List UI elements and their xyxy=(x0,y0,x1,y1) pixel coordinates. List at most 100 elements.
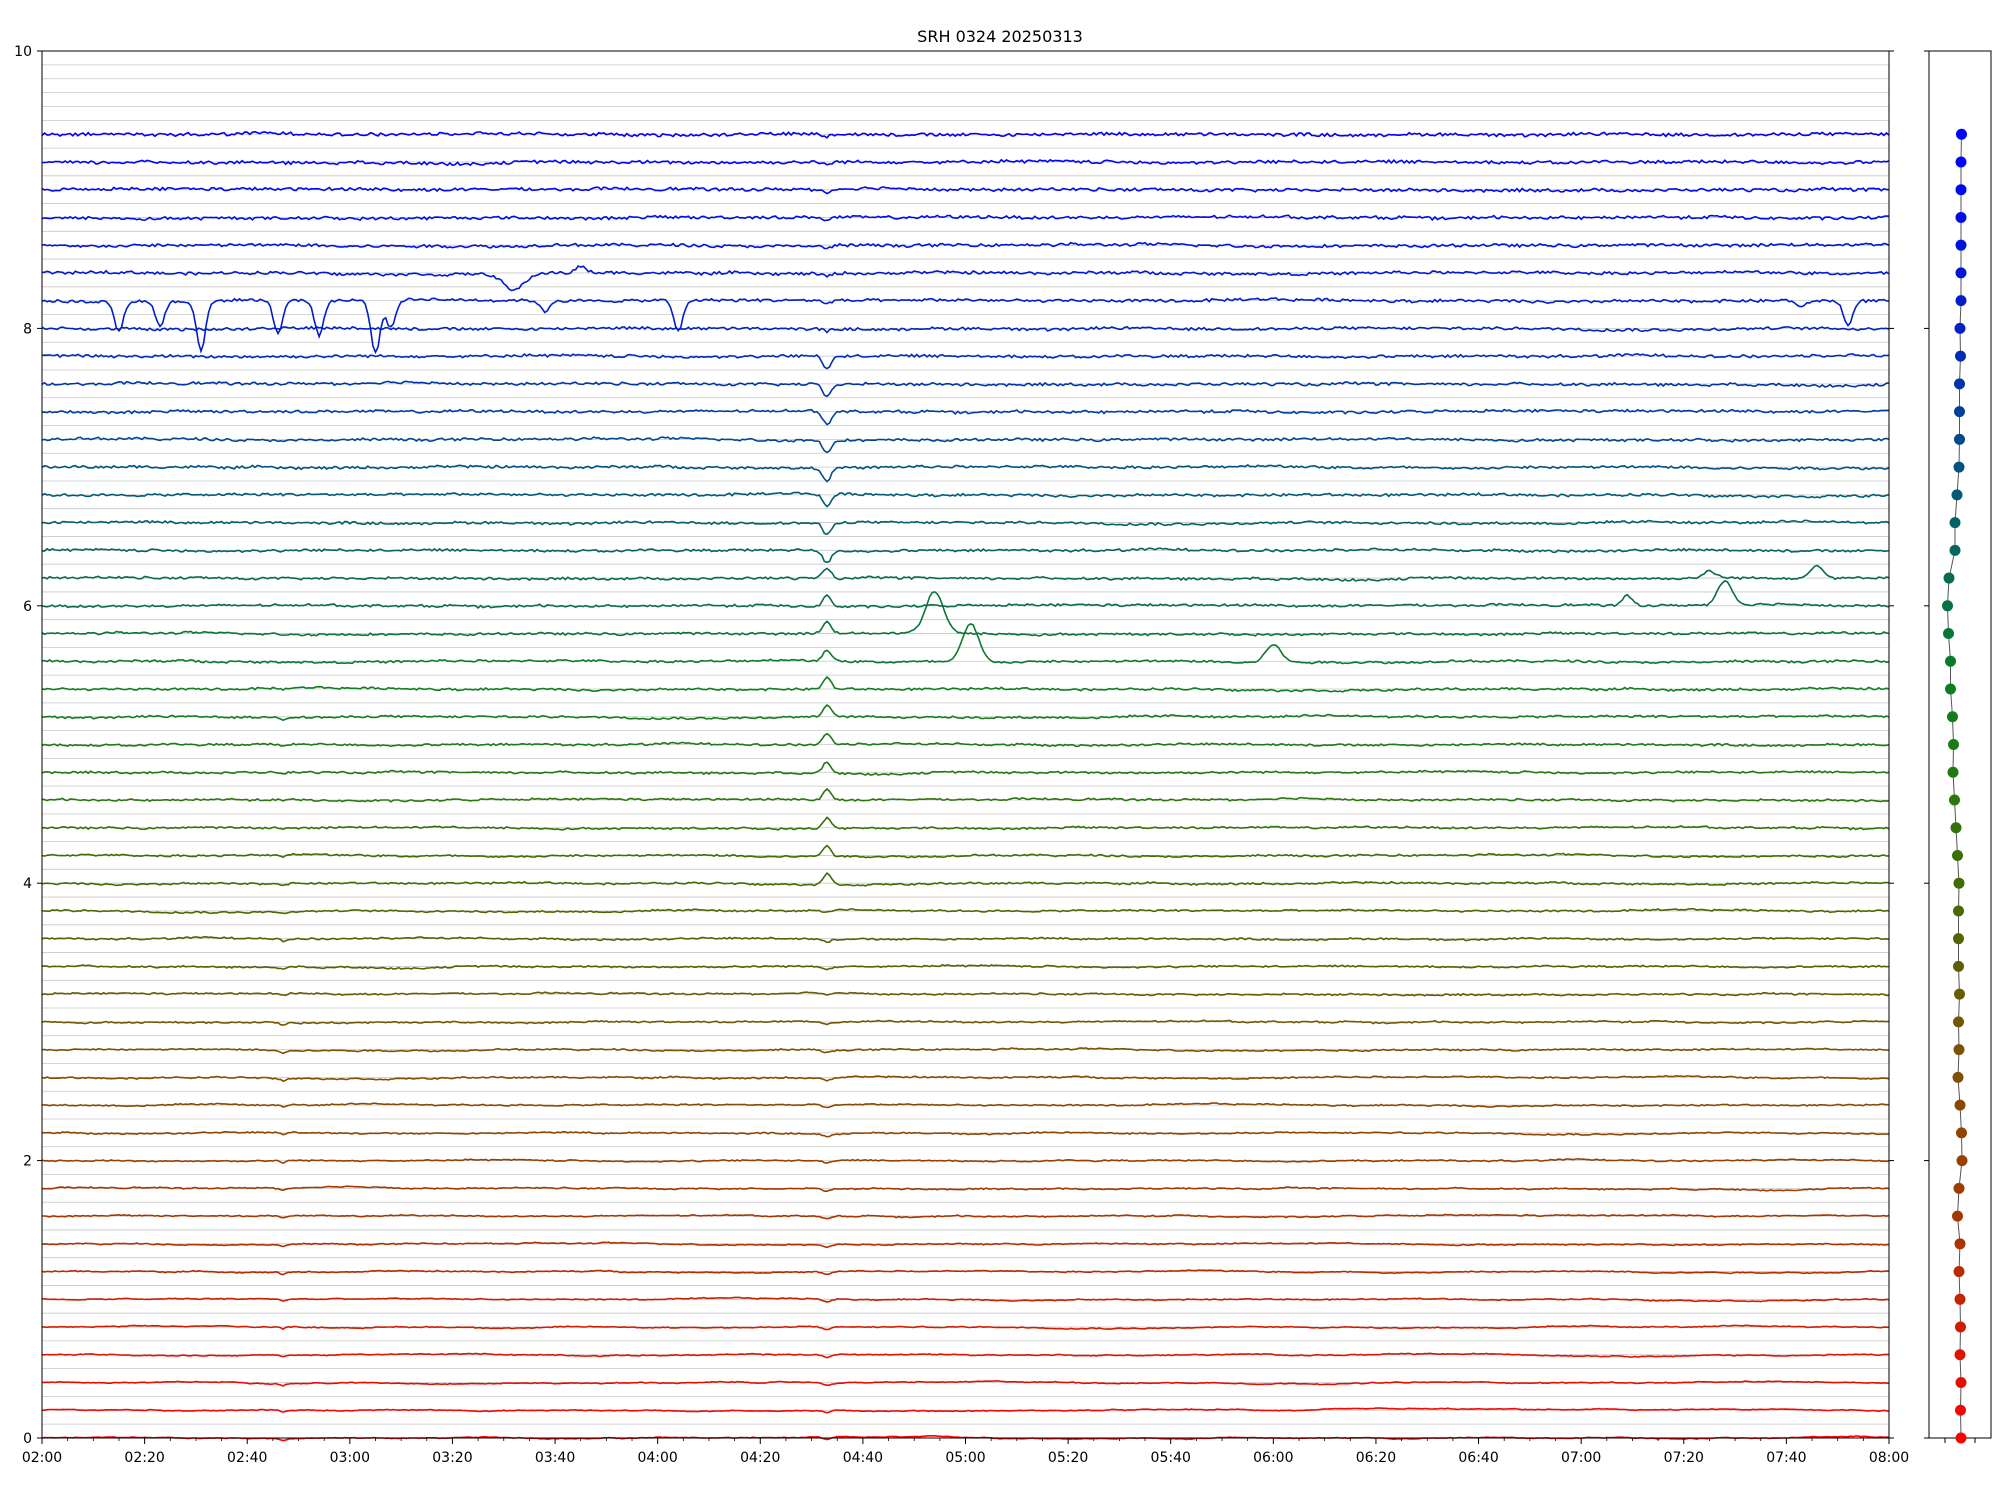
side-point xyxy=(1955,295,1967,307)
trace-group xyxy=(41,130,1890,1442)
trace-line xyxy=(41,325,1890,334)
trace-line xyxy=(41,241,1890,250)
side-point xyxy=(1949,517,1961,529)
x-tick-label: 05:00 xyxy=(945,1450,985,1466)
trace-line xyxy=(41,186,1890,195)
trace-line xyxy=(41,158,1890,167)
trace-line xyxy=(41,547,1890,564)
trace-line xyxy=(41,1185,1890,1192)
side-point xyxy=(1955,156,1967,168)
side-point xyxy=(1951,489,1963,501)
trace-line xyxy=(41,732,1890,748)
trace-line xyxy=(41,265,1890,292)
y-tick-label: 2 xyxy=(23,1154,32,1170)
side-point xyxy=(1954,1238,1966,1250)
side-point xyxy=(1954,406,1965,418)
trace-line xyxy=(41,464,1890,483)
side-point xyxy=(1953,960,1964,972)
trace-line xyxy=(41,935,1890,944)
side-point xyxy=(1943,628,1954,640)
side-point xyxy=(1956,128,1967,140)
side-point xyxy=(1942,600,1953,612)
trace-line xyxy=(41,761,1890,776)
x-tick-label: 07:00 xyxy=(1561,1450,1601,1466)
x-tick-label: 03:20 xyxy=(432,1450,472,1466)
trace-line xyxy=(41,991,1890,997)
side-point xyxy=(1956,1155,1968,1167)
y-tick-label: 0 xyxy=(23,1431,32,1447)
chart-title: SRH 0324 20250313 xyxy=(917,27,1083,46)
x-tick-label: 03:40 xyxy=(535,1450,575,1466)
side-point xyxy=(1953,1016,1964,1028)
side-point xyxy=(1950,822,1962,834)
side-point xyxy=(1949,544,1961,556)
trace-line xyxy=(41,1269,1890,1276)
side-point xyxy=(1953,877,1965,889)
trace-line xyxy=(41,352,1890,370)
side-point xyxy=(1953,1182,1965,1194)
x-tick-label: 07:40 xyxy=(1766,1450,1806,1466)
side-point xyxy=(1947,711,1958,723)
trace-line xyxy=(41,1157,1890,1164)
trace-line xyxy=(41,380,1890,398)
trace-line xyxy=(41,130,1890,139)
side-axes-frame xyxy=(1928,50,1992,1439)
x-tick-label: 02:40 xyxy=(227,1450,267,1466)
trace-line xyxy=(41,1047,1890,1055)
x-tick-label: 06:00 xyxy=(1253,1450,1293,1466)
side-point xyxy=(1954,378,1965,390)
side-point xyxy=(1955,1377,1967,1389)
side-point xyxy=(1953,1266,1965,1278)
trace-line xyxy=(41,908,1890,915)
side-point xyxy=(1945,655,1956,667)
trace-line xyxy=(41,1352,1890,1359)
x-tick-label: 02:20 xyxy=(124,1450,164,1466)
trace-line xyxy=(41,1324,1890,1331)
side-point xyxy=(1955,1404,1966,1416)
y-tick-label: 6 xyxy=(23,599,32,615)
trace-line xyxy=(41,297,1890,355)
trace-line xyxy=(41,1241,1890,1249)
side-point xyxy=(1953,1044,1965,1056)
trace-line xyxy=(42,1213,1890,1220)
y-axis: 0 2 4 6 8 10 xyxy=(14,44,1929,1447)
trace-line xyxy=(42,408,1890,426)
side-point xyxy=(1949,794,1960,806)
x-tick-label: 05:20 xyxy=(1048,1450,1088,1466)
side-point xyxy=(1954,1099,1966,1111)
trace-line xyxy=(41,704,1890,722)
x-tick-label: 02:00 xyxy=(22,1450,62,1466)
side-point xyxy=(1952,1071,1964,1083)
side-point xyxy=(1954,1293,1966,1305)
side-point xyxy=(1953,905,1964,917)
trace-line xyxy=(41,1019,1890,1026)
side-point xyxy=(1955,267,1967,279)
trace-line xyxy=(41,564,1890,582)
side-point xyxy=(1954,988,1965,1000)
trace-line xyxy=(41,963,1890,971)
trace-line xyxy=(41,871,1890,887)
side-point xyxy=(1952,849,1963,861)
trace-line xyxy=(42,1296,1890,1303)
side-point xyxy=(1952,1210,1963,1222)
side-point xyxy=(1948,739,1959,750)
trace-line xyxy=(41,436,1890,454)
trace-line xyxy=(41,1102,1890,1109)
y-tick-label: 4 xyxy=(23,876,32,892)
y-tick-label: 8 xyxy=(23,321,32,337)
trace-line xyxy=(41,519,1890,536)
side-point xyxy=(1955,211,1967,223)
x-tick-label: 06:40 xyxy=(1458,1450,1498,1466)
x-tick-label: 08:00 xyxy=(1869,1450,1909,1466)
side-panel-scatter xyxy=(1942,128,1976,1444)
trace-line xyxy=(41,491,1890,508)
side-point xyxy=(1955,184,1967,196)
trace-line xyxy=(41,1074,1890,1083)
side-point xyxy=(1953,461,1965,473)
trace-line xyxy=(41,214,1890,222)
side-point xyxy=(1955,1432,1967,1444)
trace-line xyxy=(41,787,1890,803)
side-point xyxy=(1947,766,1959,778)
trace-line xyxy=(41,1380,1890,1387)
